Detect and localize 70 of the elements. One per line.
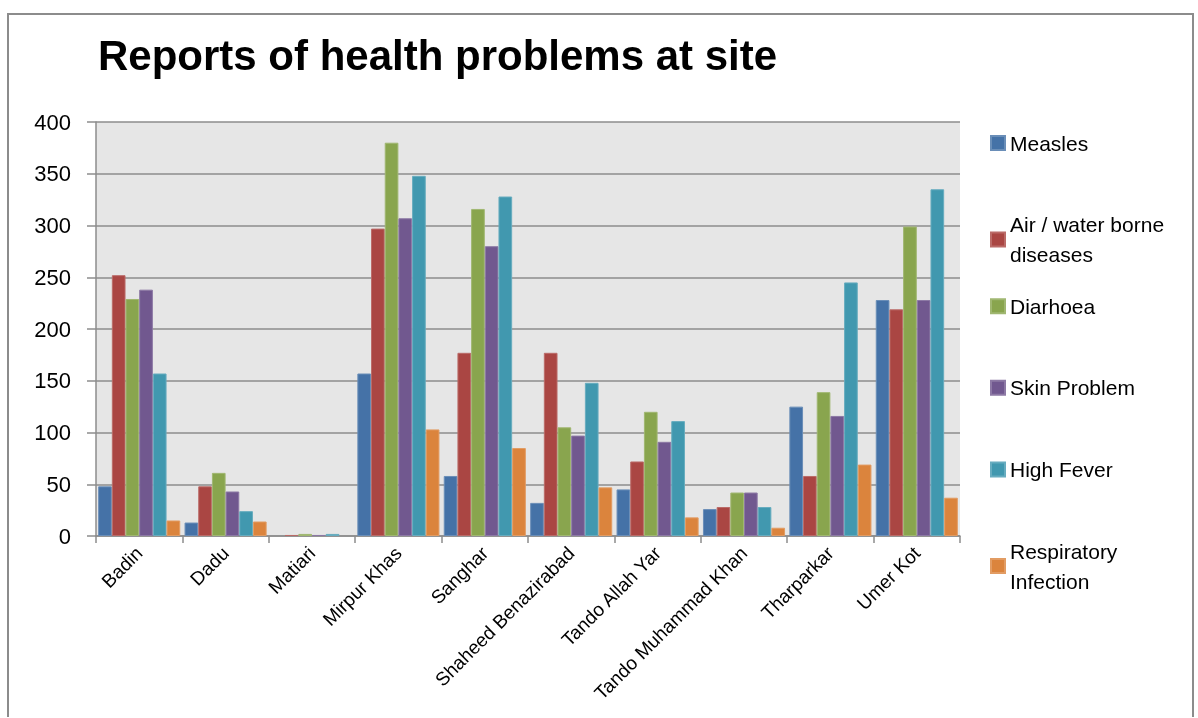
legend-label: Measles xyxy=(1010,131,1089,155)
bar xyxy=(702,509,717,536)
bar xyxy=(239,511,253,536)
legend-label: Respiratory Infection xyxy=(1010,539,1124,593)
bar xyxy=(875,300,890,536)
bar xyxy=(111,275,126,536)
bar xyxy=(744,492,758,536)
bar xyxy=(371,228,385,536)
y-tick-label: 0 xyxy=(58,523,71,549)
bar xyxy=(443,475,458,536)
bar xyxy=(425,429,440,536)
y-tick-label: 300 xyxy=(34,213,71,238)
y-tick-label: 350 xyxy=(34,161,71,187)
bar xyxy=(684,517,699,536)
bar xyxy=(530,502,544,536)
bar xyxy=(184,522,199,536)
bar xyxy=(471,208,485,536)
bar xyxy=(771,527,786,536)
bar xyxy=(571,435,585,536)
bar xyxy=(598,487,613,536)
bar xyxy=(457,352,472,536)
y-tick-label: 200 xyxy=(34,316,71,342)
bar xyxy=(643,411,658,536)
bar xyxy=(357,373,372,536)
bar xyxy=(903,226,917,536)
bar xyxy=(198,486,212,536)
chart-title: Reports of health problems at site xyxy=(98,31,778,79)
bar xyxy=(125,298,140,536)
bar xyxy=(166,520,181,536)
y-tick-label: 400 xyxy=(34,109,71,135)
legend-label: Air / water borne diseases xyxy=(1010,213,1170,267)
bar xyxy=(398,218,413,536)
bar xyxy=(789,406,804,536)
bar xyxy=(716,507,731,536)
bar xyxy=(498,196,513,536)
bar xyxy=(139,289,153,536)
bar xyxy=(152,373,167,536)
bar xyxy=(730,492,744,536)
bar xyxy=(671,421,685,536)
bar xyxy=(98,486,112,536)
bar xyxy=(484,246,499,536)
bar xyxy=(944,497,958,536)
legend-label: High Fever xyxy=(1010,457,1113,481)
bar xyxy=(211,472,226,536)
bar xyxy=(557,427,572,536)
bar xyxy=(657,441,672,536)
bar xyxy=(252,521,267,536)
bar xyxy=(412,175,426,536)
legend-label: Diarhoea xyxy=(1010,294,1096,318)
y-tick-label: 250 xyxy=(34,264,71,290)
y-tick-label: 100 xyxy=(34,420,71,445)
bar xyxy=(844,282,858,536)
bar xyxy=(916,300,931,536)
bar xyxy=(830,415,845,536)
bar xyxy=(512,448,526,536)
y-tick-label: 50 xyxy=(46,471,71,497)
bar xyxy=(930,189,945,536)
bar xyxy=(584,382,599,536)
bar xyxy=(803,475,817,536)
legend-label: Skin Problem xyxy=(1010,376,1135,400)
bar xyxy=(757,507,772,536)
bar xyxy=(543,352,558,536)
bar xyxy=(384,142,399,536)
bar xyxy=(889,309,904,536)
bar xyxy=(630,461,644,536)
bar xyxy=(857,464,872,536)
bar xyxy=(225,491,240,536)
bar xyxy=(816,392,831,536)
bar xyxy=(616,489,631,536)
y-tick-label: 150 xyxy=(34,368,71,394)
